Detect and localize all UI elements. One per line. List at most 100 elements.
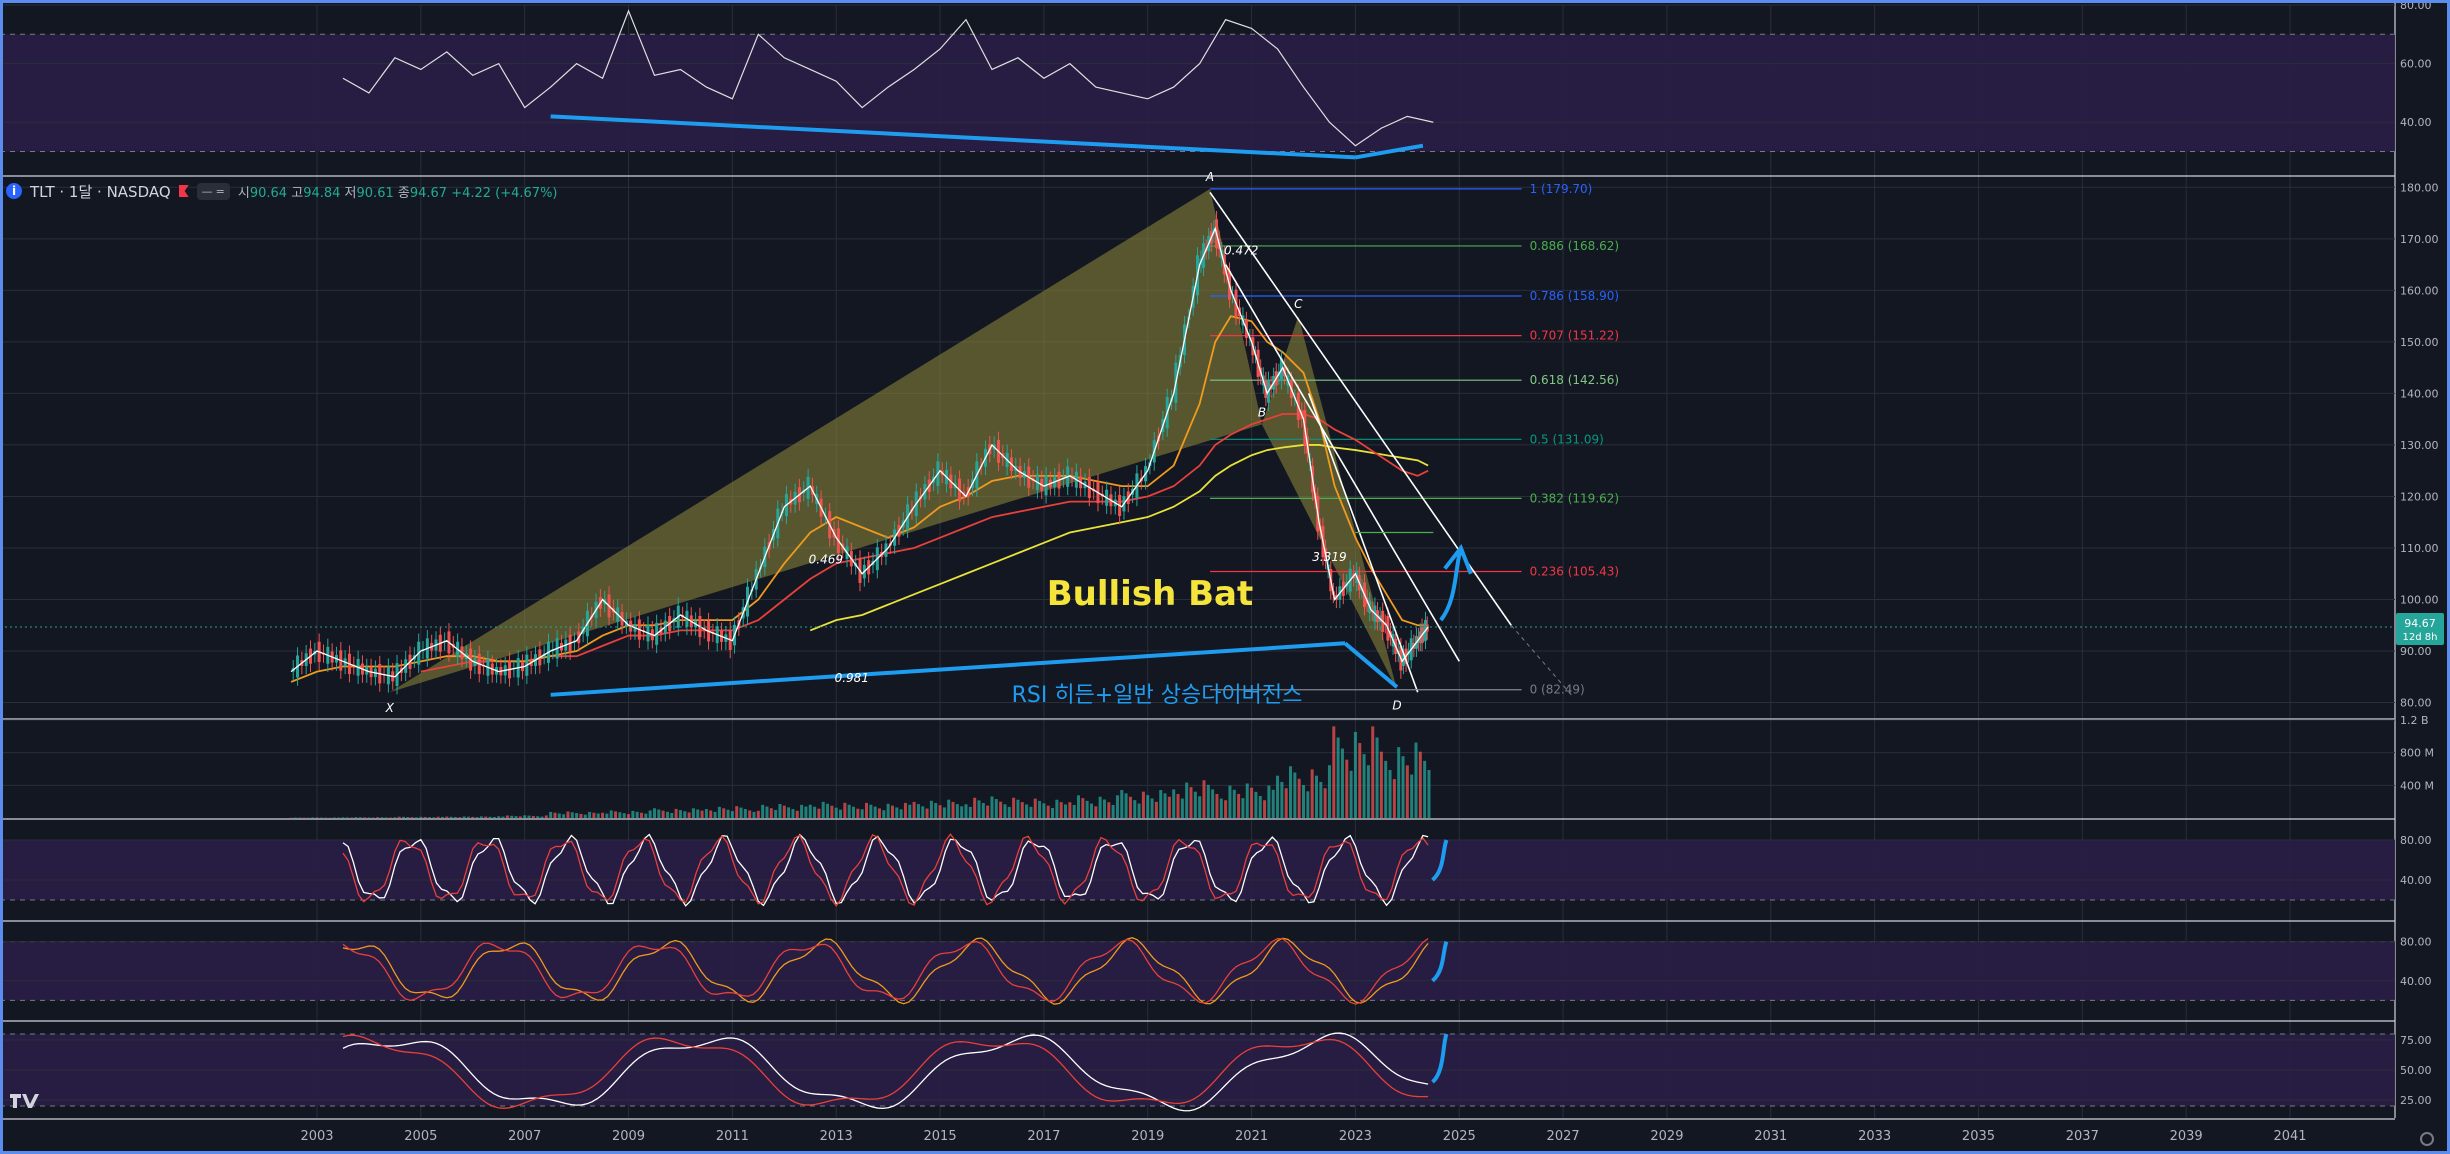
flag-icon[interactable] [178, 185, 189, 197]
volume-bar [497, 816, 501, 818]
y-tick-label: 170.00 [2400, 233, 2439, 246]
volume-bar [877, 808, 881, 818]
gear-icon[interactable] [2420, 1132, 2434, 1146]
y-tick-label: 1.2 B [2400, 714, 2429, 727]
volume-bar [1077, 795, 1081, 818]
fib-level-label: 0.886 (168.62) [1530, 239, 1620, 253]
volume-bar [605, 813, 609, 818]
tradingview-logo-icon[interactable] [8, 1090, 40, 1110]
volume-bar [1362, 754, 1366, 818]
volume-bar [1163, 793, 1167, 818]
volume-bar [804, 806, 808, 818]
volume-bar [968, 806, 972, 818]
open-label: 시 [237, 185, 250, 201]
fib-level-label: 0.382 (119.62) [1530, 491, 1620, 505]
volume-bar [895, 807, 899, 818]
series-buttons[interactable]: — = [196, 182, 230, 200]
info-icon[interactable]: i [6, 183, 22, 199]
volume-bar [1085, 800, 1089, 818]
volume-bar [912, 801, 916, 818]
ma-orange-line [290, 315, 1429, 683]
x-tick-label: 2035 [1962, 1129, 1995, 1144]
minus-button[interactable]: — [201, 184, 213, 198]
volume-bar [1059, 802, 1063, 818]
volume-bar [990, 796, 994, 818]
ratio-label: 0.469 [809, 552, 843, 566]
x-tick-label: 2013 [820, 1129, 853, 1144]
last-price-tag [2396, 612, 2444, 645]
volume-bar [423, 816, 427, 818]
stoch-rsi-blue-arrow [1431, 940, 1449, 983]
harmonic-xab-fill [389, 188, 1262, 693]
x-tick-label: 2003 [300, 1129, 333, 1144]
volume-bar [808, 804, 812, 818]
open-value: 90.64 [249, 185, 288, 201]
y-tick-label: 180.00 [2400, 181, 2439, 194]
pivot-label-b: B [1258, 405, 1266, 419]
stochastic-line-0 [342, 833, 1429, 907]
volume-bar [1358, 743, 1362, 818]
ohlc-readout: 시90.64 고94.84 저90.61 종94.67 +4.22 (+4.67… [238, 182, 558, 201]
volume-bar [657, 809, 661, 818]
volume-bar [1410, 774, 1414, 818]
volume-bar [631, 810, 635, 818]
volume-bar [1111, 804, 1115, 818]
volume-bar [523, 815, 527, 818]
volume-bar [691, 808, 695, 818]
volume-bar [821, 801, 825, 818]
volume-bar [1081, 798, 1085, 818]
volume-bar [601, 812, 605, 818]
equal-button[interactable]: = [215, 184, 225, 198]
volume-bar [652, 808, 656, 818]
rsi-divergence-line-2 [1355, 143, 1424, 160]
volume-bar [1046, 805, 1050, 818]
x-tick-label: 2039 [2170, 1129, 2203, 1144]
volume-bar [354, 817, 358, 818]
volume-bar [800, 804, 804, 818]
price-up-arrowhead [1443, 543, 1473, 575]
volume-bar [1107, 802, 1111, 818]
volume-bar [1025, 804, 1029, 818]
y-tick-label: 40.00 [2400, 116, 2432, 129]
x-tick-label: 2009 [612, 1129, 645, 1144]
volume-bar [1007, 806, 1011, 818]
y-tick-label: 90.00 [2400, 645, 2432, 658]
y-tick-label: 130.00 [2400, 439, 2439, 452]
volume-bar [1423, 760, 1427, 818]
price-up-arrow [1439, 547, 1463, 622]
volume-bar [592, 812, 596, 818]
volume-bar [1366, 765, 1370, 818]
symbol-header[interactable]: i TLT · 1달 · NASDAQ — = 시90.64 고94.84 저9… [6, 180, 558, 202]
y-tick-label: 25.00 [2400, 1094, 2432, 1107]
pivot-label-c: C [1294, 297, 1303, 311]
volume-bar [492, 816, 496, 818]
volume-bar [531, 815, 535, 818]
volume-bar [1401, 756, 1405, 818]
volume-bar [588, 811, 592, 818]
volume-bar [466, 816, 470, 818]
fib-level-label: 1 (179.70) [1530, 182, 1593, 196]
volume-bar [436, 816, 440, 818]
volume-bar [1029, 806, 1033, 818]
volume-bar [1068, 802, 1072, 818]
y-tick-label: 80.00 [2400, 936, 2432, 949]
volume-bar [795, 810, 799, 818]
rsi-divergence-line [550, 114, 1356, 160]
volume-bar [1297, 778, 1301, 818]
x-tick-label: 2027 [1547, 1129, 1580, 1144]
volume-bar [1167, 796, 1171, 818]
volume-bar [1392, 779, 1396, 818]
volume-bar [562, 814, 566, 818]
volume-bar [830, 805, 834, 818]
volume-bar [449, 816, 453, 818]
symbol-title[interactable]: TLT · 1달 · NASDAQ [30, 182, 171, 201]
volume-bar [1215, 793, 1219, 818]
volume-bar [899, 809, 903, 818]
volume-bar [739, 807, 743, 818]
volume-bar [1206, 784, 1210, 818]
zigzag-line [290, 226, 1429, 678]
x-tick-label: 2015 [924, 1129, 957, 1144]
volume-bar [843, 802, 847, 818]
volume-bar [1198, 796, 1202, 818]
